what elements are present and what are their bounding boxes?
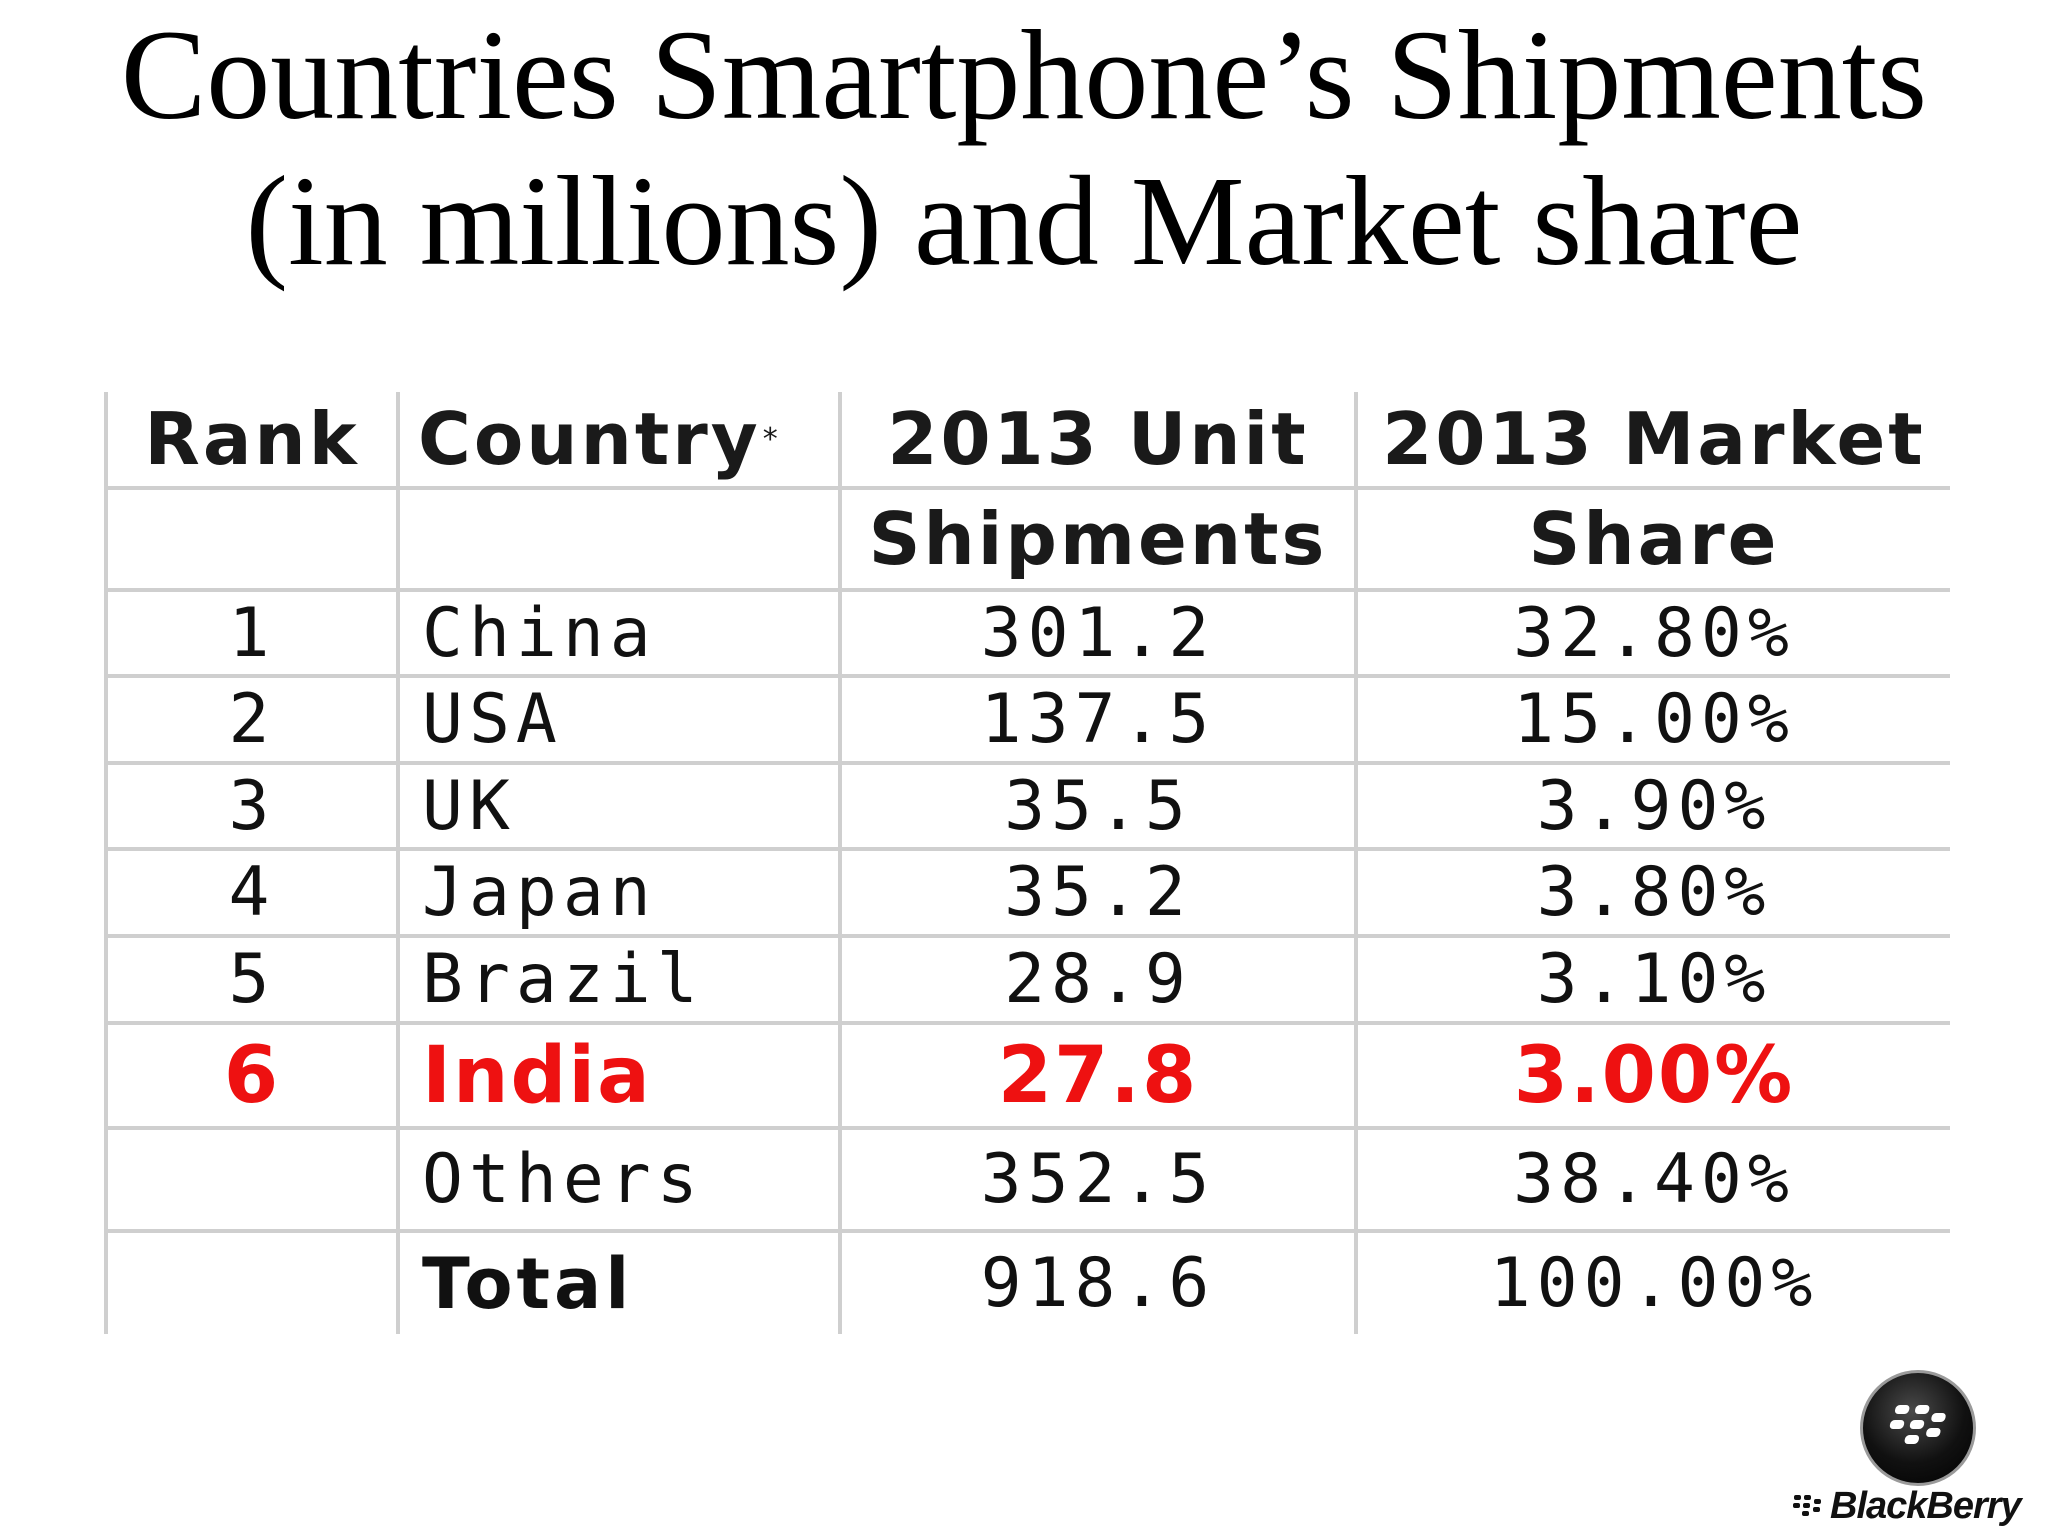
table-grid-line <box>1354 392 1358 1334</box>
country-cell: Total <box>422 1242 634 1325</box>
share-cell: 32.80% <box>1513 593 1795 673</box>
header-country-label: Country <box>418 397 761 481</box>
share-cell: 100.00% <box>1489 1244 1819 1323</box>
country-cell: Japan <box>422 853 657 932</box>
header-shipments-line-2: Shipments <box>868 497 1328 581</box>
table-grid-line <box>104 674 1950 678</box>
share-cell: 3.90% <box>1536 766 1772 846</box>
country-cell: Others <box>422 1140 704 1219</box>
blackberry-wordmark: BlackBerry <box>1790 1484 2040 1528</box>
shipments-cell: 27.8 <box>997 1030 1199 1121</box>
rank-cell: 3 <box>228 766 276 846</box>
shipments-cell: 301.2 <box>980 593 1216 673</box>
header-share-line-2: Share <box>1528 497 1780 581</box>
rank-cell: 4 <box>228 853 276 932</box>
blackberry-wordmark-text: BlackBerry <box>1830 1484 2022 1527</box>
table-grid-line <box>104 934 1950 938</box>
country-cell: Brazil <box>422 940 704 1019</box>
slide-title: Countries Smartphone’s Shipments (in mil… <box>0 2 2048 294</box>
table-grid-line <box>104 761 1950 765</box>
share-cell: 15.00% <box>1513 680 1795 759</box>
slide-title-line-1: Countries Smartphone’s Shipments <box>120 4 1928 146</box>
rank-cell: 6 <box>223 1030 281 1121</box>
header-rank: Rank <box>144 397 360 481</box>
rank-cell <box>108 1130 396 1229</box>
header-country-footnote-marker: * <box>762 421 781 457</box>
country-cell: USA <box>422 680 563 759</box>
rank-cell: 5 <box>228 940 276 1019</box>
rank-cell <box>108 1233 396 1334</box>
rank-cell: 1 <box>228 593 276 673</box>
shipments-cell: 137.5 <box>980 680 1216 759</box>
table-grid-line <box>838 392 842 1334</box>
header-shipments-line-1: 2013 Unit <box>887 397 1309 481</box>
shipments-cell: 918.6 <box>980 1244 1216 1323</box>
share-cell: 3.10% <box>1536 940 1772 1019</box>
country-cell: India <box>422 1030 652 1121</box>
country-cell: China <box>422 593 657 673</box>
country-cell: UK <box>422 766 516 846</box>
table-grid-line <box>104 1021 1950 1025</box>
share-cell: 3.80% <box>1536 853 1772 932</box>
shipments-table: Rank Country * 2013 Unit 2013 Market Ship… <box>104 392 1950 1334</box>
rank-cell: 2 <box>228 680 276 759</box>
blackberry-dots-icon <box>1889 1405 1946 1444</box>
table-grid-line <box>104 1229 1950 1233</box>
table-grid-line <box>104 1126 1950 1130</box>
table-grid-line <box>104 392 108 1334</box>
slide-title-line-2: (in millions) and Market share <box>245 150 1803 292</box>
table-grid-line <box>104 486 1950 490</box>
shipments-cell: 35.5 <box>1004 766 1192 846</box>
share-cell: 38.40% <box>1513 1140 1795 1219</box>
table-grid-line <box>104 588 1950 592</box>
shipments-cell: 28.9 <box>1004 940 1192 1019</box>
blackberry-logo-icon <box>1860 1370 1976 1486</box>
header-country: Country * <box>400 392 838 486</box>
shipments-cell: 352.5 <box>980 1140 1216 1219</box>
header-share-line-1: 2013 Market <box>1382 397 1926 481</box>
blackberry-small-dots-icon <box>1793 1495 1821 1516</box>
shipments-cell: 35.2 <box>1004 853 1192 932</box>
table-grid-line <box>396 392 400 1334</box>
share-cell: 3.00% <box>1513 1030 1795 1121</box>
table-grid-line <box>104 847 1950 851</box>
